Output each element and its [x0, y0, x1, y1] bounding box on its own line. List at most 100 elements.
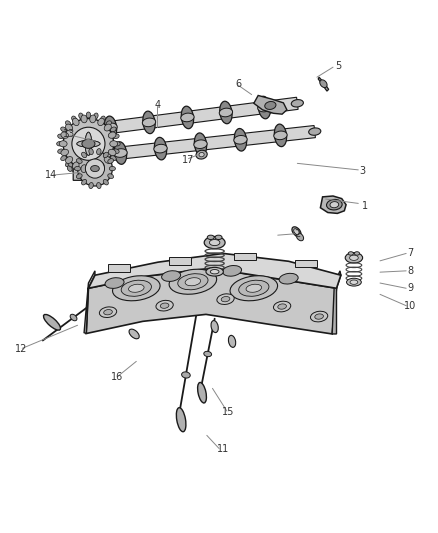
Ellipse shape [108, 132, 116, 138]
Ellipse shape [81, 152, 87, 158]
Text: 14: 14 [45, 170, 57, 180]
Ellipse shape [108, 149, 116, 156]
Ellipse shape [114, 142, 120, 146]
Ellipse shape [258, 96, 271, 119]
Ellipse shape [74, 166, 81, 171]
Ellipse shape [215, 235, 222, 239]
Ellipse shape [223, 265, 242, 276]
Ellipse shape [199, 152, 204, 157]
Polygon shape [295, 260, 317, 268]
Ellipse shape [86, 112, 91, 118]
Ellipse shape [100, 166, 105, 172]
Ellipse shape [108, 159, 113, 164]
Ellipse shape [350, 255, 358, 261]
Ellipse shape [79, 168, 83, 174]
Ellipse shape [129, 329, 139, 339]
Text: 4: 4 [155, 100, 161, 110]
Ellipse shape [81, 115, 87, 123]
Ellipse shape [104, 116, 117, 139]
Ellipse shape [98, 162, 104, 169]
Ellipse shape [58, 149, 64, 154]
Ellipse shape [97, 149, 101, 155]
Ellipse shape [110, 166, 116, 171]
Ellipse shape [72, 116, 77, 122]
Ellipse shape [104, 123, 117, 132]
Ellipse shape [81, 165, 87, 173]
Ellipse shape [82, 139, 95, 148]
Ellipse shape [90, 115, 96, 123]
Ellipse shape [94, 168, 98, 174]
Ellipse shape [71, 143, 76, 149]
Polygon shape [88, 254, 341, 288]
Ellipse shape [293, 229, 299, 235]
Text: 9: 9 [407, 283, 413, 293]
Ellipse shape [204, 237, 225, 249]
Ellipse shape [43, 314, 60, 330]
Ellipse shape [194, 140, 207, 149]
Ellipse shape [206, 268, 223, 276]
Ellipse shape [65, 121, 71, 126]
Text: 17: 17 [182, 155, 195, 165]
Ellipse shape [105, 278, 124, 288]
Polygon shape [86, 268, 336, 334]
Ellipse shape [85, 159, 105, 178]
Ellipse shape [100, 116, 105, 122]
Ellipse shape [110, 141, 117, 147]
Ellipse shape [72, 139, 77, 144]
Ellipse shape [68, 161, 73, 167]
Ellipse shape [292, 227, 301, 237]
Ellipse shape [121, 280, 152, 296]
Ellipse shape [72, 166, 77, 172]
Polygon shape [169, 257, 191, 265]
Ellipse shape [103, 180, 108, 185]
Ellipse shape [182, 372, 190, 378]
Ellipse shape [291, 100, 304, 107]
Ellipse shape [196, 150, 207, 159]
Ellipse shape [309, 128, 321, 135]
Ellipse shape [114, 142, 127, 164]
Ellipse shape [85, 132, 92, 155]
Ellipse shape [315, 314, 323, 319]
Ellipse shape [86, 169, 91, 175]
Ellipse shape [85, 132, 92, 155]
Polygon shape [85, 126, 315, 163]
Ellipse shape [90, 165, 96, 173]
Ellipse shape [350, 280, 358, 284]
Ellipse shape [67, 166, 72, 172]
Ellipse shape [73, 162, 79, 169]
Ellipse shape [61, 149, 68, 156]
Ellipse shape [220, 101, 232, 124]
Ellipse shape [178, 273, 208, 290]
Ellipse shape [162, 271, 180, 281]
Ellipse shape [278, 304, 286, 309]
Text: 10: 10 [404, 301, 417, 311]
Ellipse shape [219, 108, 233, 117]
Ellipse shape [69, 157, 74, 163]
Ellipse shape [154, 138, 167, 160]
Ellipse shape [110, 127, 116, 132]
Ellipse shape [330, 201, 339, 208]
Ellipse shape [91, 166, 99, 172]
Polygon shape [321, 196, 346, 213]
Ellipse shape [274, 131, 287, 140]
Ellipse shape [234, 135, 247, 144]
Ellipse shape [104, 157, 111, 164]
Polygon shape [73, 161, 95, 180]
Ellipse shape [320, 80, 327, 87]
Ellipse shape [177, 408, 186, 432]
Ellipse shape [110, 156, 116, 160]
Ellipse shape [204, 351, 212, 357]
Text: 1: 1 [362, 200, 368, 211]
Ellipse shape [89, 182, 93, 189]
Ellipse shape [274, 124, 286, 147]
Ellipse shape [229, 335, 236, 348]
Ellipse shape [89, 149, 93, 155]
Ellipse shape [181, 113, 194, 122]
Ellipse shape [103, 152, 108, 158]
Ellipse shape [104, 124, 111, 131]
Ellipse shape [94, 113, 98, 119]
Polygon shape [332, 271, 341, 334]
Ellipse shape [345, 253, 363, 263]
Text: 13: 13 [63, 129, 75, 139]
Polygon shape [234, 253, 256, 261]
